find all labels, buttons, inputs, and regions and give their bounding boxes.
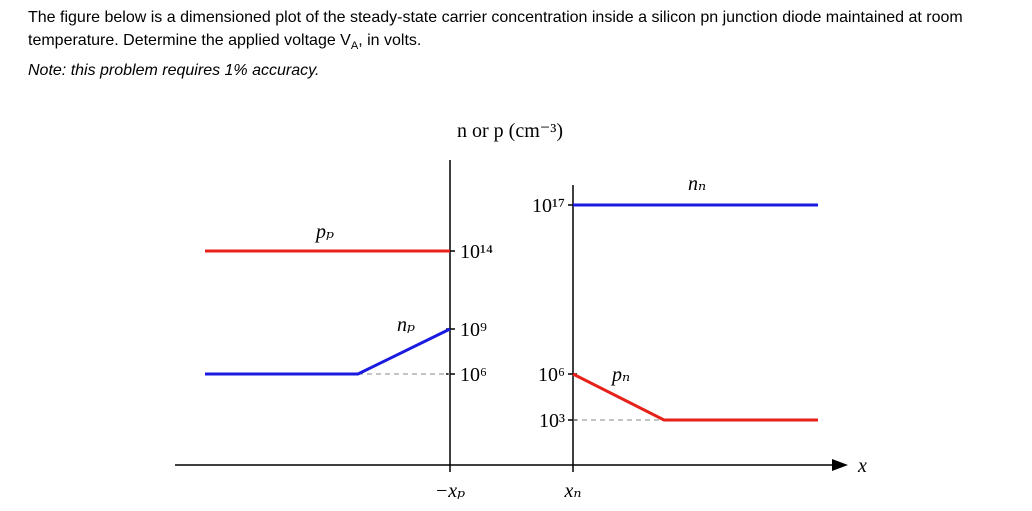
pn-curve xyxy=(572,372,818,422)
axes xyxy=(175,160,835,472)
curve-label: nₚ xyxy=(397,314,415,336)
question-text: The figure below is a dimensioned plot o… xyxy=(28,9,963,49)
subscript: A xyxy=(350,40,359,53)
curve-label: nₙ xyxy=(688,173,706,195)
position-label: xₙ xyxy=(564,480,582,502)
tick-label: 10⁶ xyxy=(460,364,487,386)
tick-label: 10³ xyxy=(539,410,565,432)
x-axis-label: x xyxy=(857,455,867,477)
curve-label: pₚ xyxy=(314,221,334,243)
position-label: −xₚ xyxy=(435,480,465,502)
tick-label: 10⁶ xyxy=(538,364,565,386)
note: Note: this problem requires 1% accuracy. xyxy=(28,62,320,79)
tick-label: 10¹⁴ xyxy=(460,241,493,263)
tick-label: 10⁹ xyxy=(460,319,487,341)
question: The figure below is a dimensioned plot o… xyxy=(28,6,1018,58)
arrow xyxy=(832,459,848,471)
tick-label: 10¹⁷ xyxy=(532,195,565,217)
y-axis-label: n or p (cm⁻³) xyxy=(457,120,563,142)
curve-label: pₙ xyxy=(610,364,630,386)
question-text: , in volts. xyxy=(358,32,422,49)
np-curve xyxy=(205,327,451,376)
